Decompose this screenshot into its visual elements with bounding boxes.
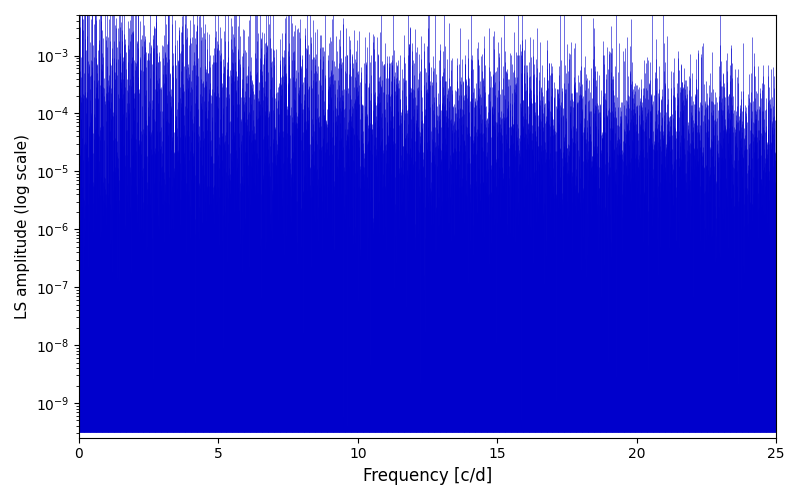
X-axis label: Frequency [c/d]: Frequency [c/d]	[363, 467, 492, 485]
Y-axis label: LS amplitude (log scale): LS amplitude (log scale)	[15, 134, 30, 319]
